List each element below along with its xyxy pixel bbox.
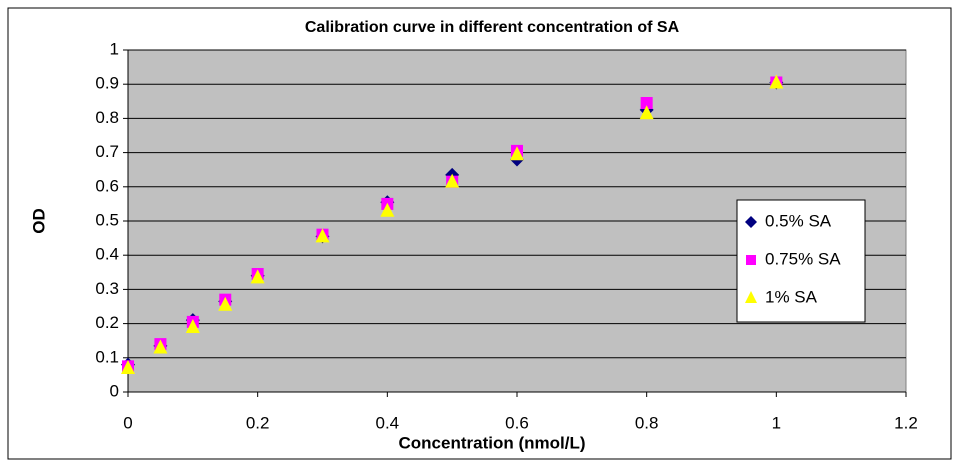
legend-label: 1% SA	[765, 287, 818, 306]
y-tick-label: 0.3	[95, 279, 119, 298]
y-tick-label: 0.6	[95, 176, 119, 195]
x-tick-label: 1.2	[894, 413, 918, 432]
x-tick-label: 0.8	[635, 413, 659, 432]
triangle-marker	[218, 296, 233, 311]
triangle-marker	[315, 228, 330, 243]
legend-box	[736, 199, 866, 323]
triangle-marker	[250, 269, 265, 284]
triangle-marker	[769, 74, 784, 89]
x-tick-label: 0	[123, 413, 132, 432]
y-tick-label: 0.4	[95, 245, 119, 264]
square-marker	[746, 255, 756, 265]
y-axis-label: OD	[29, 208, 48, 234]
y-tick-label: 0.1	[95, 347, 119, 366]
triangle-marker	[445, 173, 460, 188]
y-tick-label: 0.8	[95, 108, 119, 127]
diamond-marker	[745, 216, 757, 228]
x-axis-label: Concentration (nmol/L)	[399, 433, 586, 452]
triangle-marker	[639, 105, 654, 120]
x-tick-label: 0.2	[246, 413, 270, 432]
triangle-marker	[510, 146, 524, 161]
x-tick-label: 0.6	[505, 413, 529, 432]
y-tick-label: 0.7	[95, 142, 119, 161]
y-tick-label: 1	[110, 39, 119, 58]
triangle-marker	[185, 319, 200, 334]
y-tick-label: 0.5	[95, 210, 119, 229]
square-marker	[640, 97, 653, 110]
chart-title: Calibration curve in different concentra…	[305, 19, 680, 36]
triangle-marker	[380, 202, 395, 217]
y-tick-label: 0	[110, 381, 119, 400]
triangle-marker	[745, 291, 757, 303]
y-tick-label: 0.9	[95, 74, 119, 93]
x-tick-label: 1	[772, 413, 781, 432]
legend-label: 0.5% SA	[765, 211, 832, 230]
x-tick-label: 0.4	[376, 413, 400, 432]
legend-label: 0.75% SA	[765, 249, 841, 268]
triangle-marker	[153, 339, 168, 354]
triangle-marker	[121, 360, 135, 375]
y-tick-label: 0.2	[95, 313, 119, 332]
